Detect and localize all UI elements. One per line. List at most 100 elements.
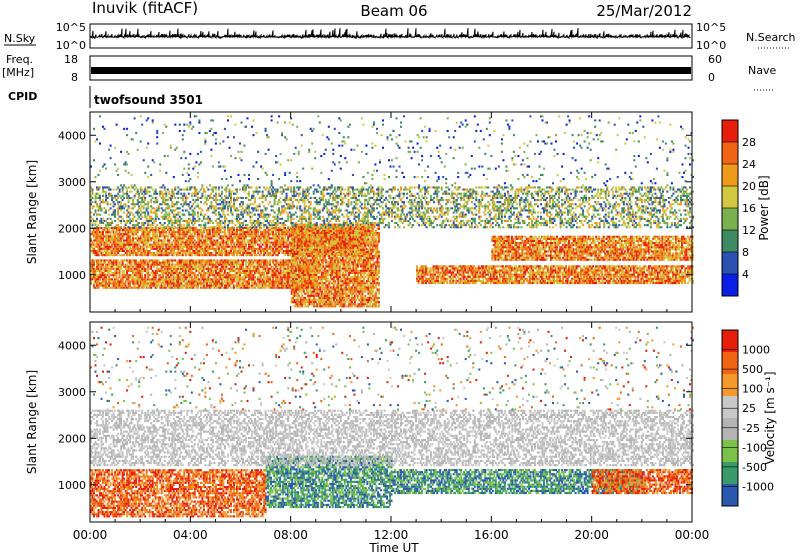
range-cell bbox=[265, 283, 267, 285]
frequency-left-label-1: Freq. bbox=[6, 53, 33, 66]
range-cell bbox=[188, 278, 190, 280]
range-cell bbox=[173, 254, 175, 256]
range-cell bbox=[117, 278, 119, 280]
range-cell bbox=[198, 244, 200, 246]
range-cell bbox=[284, 227, 286, 229]
range-cell bbox=[216, 268, 218, 270]
range-cell bbox=[303, 289, 305, 291]
range-cell bbox=[245, 244, 247, 246]
range-cell bbox=[291, 274, 293, 276]
range-cell bbox=[179, 270, 181, 272]
range-cell bbox=[119, 274, 121, 276]
range-cell bbox=[192, 242, 194, 244]
range-cell bbox=[114, 252, 116, 254]
range-cell bbox=[200, 272, 202, 274]
range-cell bbox=[295, 291, 297, 293]
range-cell bbox=[254, 244, 256, 246]
range-cell bbox=[156, 266, 158, 268]
range-cell bbox=[272, 248, 274, 250]
range-cell bbox=[101, 246, 103, 248]
range-cell bbox=[215, 250, 217, 252]
range-cell bbox=[333, 299, 335, 301]
range-cell bbox=[306, 230, 308, 232]
range-cell bbox=[310, 289, 312, 291]
range-cell bbox=[195, 248, 197, 250]
range-cell bbox=[295, 270, 297, 272]
range-cell bbox=[241, 242, 243, 244]
range-cell bbox=[119, 231, 121, 233]
range-cell bbox=[309, 263, 311, 265]
range-cell bbox=[330, 295, 332, 297]
range-cell bbox=[284, 235, 286, 237]
range-cell bbox=[149, 250, 151, 252]
range-cell bbox=[131, 274, 133, 276]
range-cell bbox=[116, 262, 118, 264]
range-cell bbox=[147, 270, 149, 272]
range-cell bbox=[182, 287, 184, 289]
range-cell bbox=[316, 228, 318, 230]
range-cell bbox=[312, 286, 314, 288]
range-cell bbox=[277, 276, 279, 278]
range-cell bbox=[306, 270, 308, 272]
range-cell bbox=[286, 242, 288, 244]
range-cell bbox=[129, 235, 131, 237]
range-cell bbox=[110, 242, 112, 244]
noise-left-tick-bottom: 10^0 bbox=[56, 39, 86, 52]
range-cell bbox=[200, 229, 202, 231]
range-cell bbox=[111, 278, 113, 280]
range-cell bbox=[298, 282, 300, 284]
range-cell bbox=[297, 257, 299, 259]
range-cell bbox=[207, 250, 209, 252]
range-cell bbox=[235, 270, 237, 272]
range-cell bbox=[200, 285, 202, 287]
range-cell bbox=[269, 264, 271, 266]
range-cell bbox=[340, 286, 342, 288]
range-cell bbox=[221, 280, 223, 282]
range-cell bbox=[300, 268, 302, 270]
range-cell bbox=[253, 262, 255, 264]
range-cell bbox=[165, 287, 167, 289]
range-cell bbox=[164, 285, 166, 287]
range-cell bbox=[171, 244, 173, 246]
range-cell bbox=[250, 268, 252, 270]
range-cell bbox=[149, 231, 151, 233]
range-cell bbox=[334, 282, 336, 284]
range-cell bbox=[117, 259, 119, 261]
range-cell bbox=[113, 276, 115, 278]
range-cell bbox=[339, 266, 341, 268]
range-cell bbox=[257, 252, 259, 254]
range-cell bbox=[271, 246, 273, 248]
range-cell bbox=[230, 250, 232, 252]
range-cell bbox=[116, 276, 118, 278]
range-cell bbox=[116, 274, 118, 276]
range-cell bbox=[98, 252, 100, 254]
range-cell bbox=[295, 261, 297, 263]
range-cell bbox=[224, 229, 226, 231]
range-cell bbox=[333, 278, 335, 280]
range-cell bbox=[206, 242, 208, 244]
range-cell bbox=[278, 237, 280, 239]
range-cell bbox=[300, 247, 302, 249]
range-cell bbox=[289, 278, 291, 280]
range-cell bbox=[173, 229, 175, 231]
range-cell bbox=[248, 250, 250, 252]
range-cell bbox=[146, 244, 148, 246]
range-cell bbox=[242, 264, 244, 266]
range-cell bbox=[191, 276, 193, 278]
range-cell bbox=[328, 284, 330, 286]
range-cell bbox=[122, 231, 124, 233]
frequency-trace bbox=[91, 67, 691, 74]
range-cell bbox=[168, 254, 170, 256]
range-cell bbox=[123, 242, 125, 244]
range-cell bbox=[309, 251, 311, 253]
range-cell bbox=[143, 266, 145, 268]
range-cell bbox=[303, 291, 305, 293]
range-cell bbox=[141, 276, 143, 278]
range-cell bbox=[170, 285, 172, 287]
range-cell bbox=[164, 239, 166, 241]
range-cell bbox=[259, 244, 261, 246]
range-cell bbox=[263, 254, 265, 256]
range-cell bbox=[254, 237, 256, 239]
range-cell bbox=[216, 259, 218, 261]
